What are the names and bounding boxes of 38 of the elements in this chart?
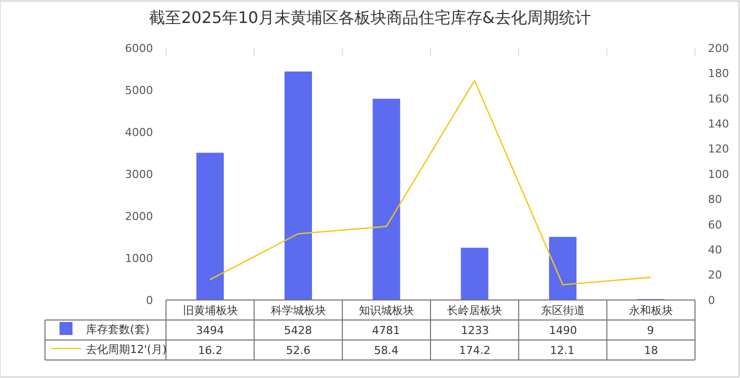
- y-tick-label: 6000: [125, 42, 153, 55]
- y-tick-label: 4000: [125, 126, 153, 139]
- y2-tick-label: 120: [708, 142, 729, 156]
- x-tick-label: 旧黄埔板块: [183, 304, 238, 317]
- y-tick-label: 3000: [125, 168, 153, 181]
- y2-tick-label: 60: [708, 218, 722, 232]
- data-label: 3494: [196, 324, 224, 337]
- y-tick-label: 5000: [125, 84, 153, 97]
- data-label: 12.1: [550, 344, 574, 357]
- y2-tick-label: 80: [708, 193, 722, 206]
- y-tick-label: 0: [146, 294, 153, 307]
- y2-tick-label: 180: [708, 67, 729, 80]
- chart-title: 截至2025年10月末黄埔区各板块商品住宅库存&去化周期统计: [149, 8, 591, 28]
- data-label: 16.2: [198, 344, 222, 357]
- y2-tick-label: 140: [708, 117, 729, 130]
- y2-tick-label: 0: [708, 294, 715, 307]
- x-tick-label: 永和板块: [629, 304, 673, 317]
- data-label: 5428: [284, 324, 312, 337]
- x-tick-label: 科学城板块: [271, 304, 326, 317]
- y2-tick-label: 40: [708, 243, 722, 256]
- y2-tick-label: 200: [708, 42, 729, 55]
- y-tick-label: 1000: [125, 252, 153, 265]
- y-tick-label: 2000: [125, 210, 153, 223]
- x-tick-label: 长岭居板块: [447, 304, 502, 317]
- legend-label: 库存套数(套): [86, 322, 150, 336]
- data-label: 52.6: [286, 344, 310, 357]
- data-label: 9: [647, 324, 654, 337]
- data-label: 18: [644, 344, 658, 357]
- data-label: 1490: [549, 324, 577, 337]
- y2-tick-label: 100: [708, 168, 729, 181]
- y2-tick-label: 160: [708, 92, 729, 106]
- data-label: 174.2: [459, 344, 490, 357]
- data-label: 4781: [372, 324, 400, 337]
- x-tick-label: 知识城板块: [359, 304, 414, 317]
- data-label: 58.4: [374, 344, 398, 357]
- y2-tick-label: 20: [708, 268, 722, 282]
- x-tick-label: 东区街道: [541, 304, 585, 317]
- data-label: 1233: [461, 324, 489, 337]
